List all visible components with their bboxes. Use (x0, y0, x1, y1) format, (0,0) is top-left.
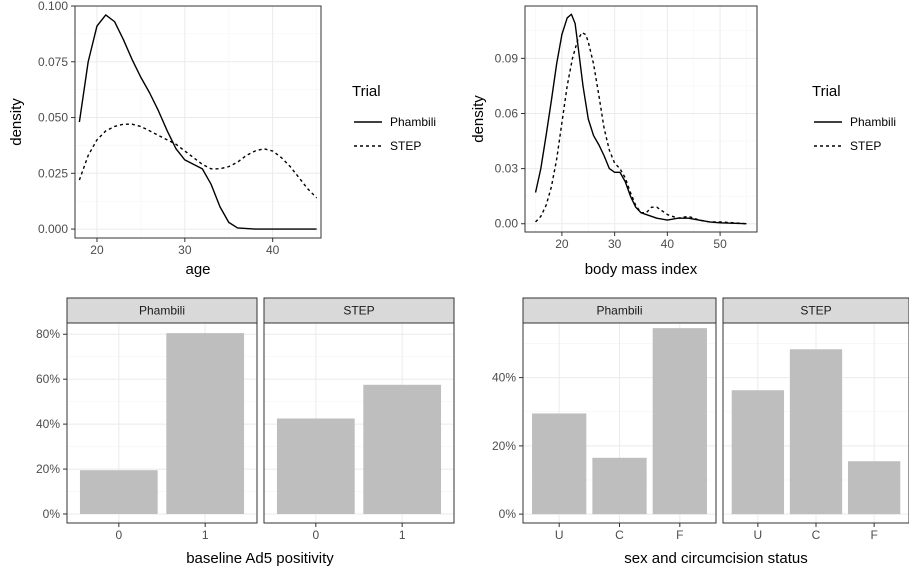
y-tick-label: 0.00 (495, 217, 519, 231)
x-tick-label: U (754, 528, 763, 542)
bar-step-c (789, 349, 843, 515)
x-axis-title: body mass index (585, 261, 698, 278)
x-tick-label: 0 (115, 528, 122, 542)
y-tick-label: 0% (43, 507, 61, 521)
facet-phambili: Phambili U C F 0% 20% 40% (492, 297, 717, 542)
y-tick-label: 40% (36, 417, 60, 431)
legend-label-phambili: Phambili (390, 115, 436, 129)
ad5-positivity-chart: Phambili 0 1 0% 20% 40% 60% 80% STEP 0 1 baseline A… (36, 297, 455, 567)
y-tick-label: 80% (36, 327, 60, 341)
facet-strip (66, 297, 258, 324)
legend: Trial Phambili STEP (812, 83, 896, 153)
bar-phambili-u (532, 413, 587, 515)
panel-border (263, 322, 455, 524)
legend: Trial Phambili STEP (352, 83, 436, 153)
panel-border (74, 5, 322, 239)
y-tick-label: 0% (499, 507, 517, 521)
x-tick-label: C (615, 528, 624, 542)
bar-phambili-1 (166, 333, 245, 515)
x-tick-label: 30 (178, 243, 192, 257)
x-tick-label: 40 (661, 237, 675, 251)
y-tick-label: 0.025 (38, 166, 68, 180)
legend-title: Trial (352, 83, 381, 100)
x-tick-label: 20 (90, 243, 104, 257)
x-tick-label: 20 (555, 237, 569, 251)
bar-phambili-c (592, 457, 647, 515)
bar-step-1 (363, 384, 442, 515)
bar-phambili-0 (79, 470, 158, 515)
y-tick-label: 0.075 (38, 55, 68, 69)
legend-label-step: STEP (390, 139, 421, 153)
y-tick-label: 0.100 (38, 0, 68, 13)
bar-step-u (731, 390, 785, 515)
y-tick-label: 20% (36, 462, 60, 476)
bar-step-0 (276, 418, 355, 515)
y-tick-label: 0.000 (38, 222, 68, 236)
bar-phambili-f (652, 328, 707, 515)
x-tick-label: F (676, 528, 683, 542)
age-density-chart: 20 30 40 0.000 0.025 0.050 0.075 0.100 age densit… (8, 0, 436, 278)
facet-strip-label: STEP (800, 304, 831, 318)
x-tick-label: 1 (202, 528, 209, 542)
density-line-step (78, 123, 318, 199)
panel-border (524, 5, 758, 233)
x-tick-label: 50 (713, 237, 727, 251)
bar-step-f (847, 461, 901, 515)
legend-label-step: STEP (850, 139, 881, 153)
y-tick-label: 0.06 (495, 106, 519, 120)
x-axis-title: sex and circumcision status (624, 550, 807, 567)
y-tick-label: 40% (492, 371, 516, 385)
x-tick-label: F (870, 528, 877, 542)
facet-strip (522, 297, 717, 324)
x-tick-label: 0 (312, 528, 319, 542)
y-tick-label: 0.09 (495, 51, 519, 65)
legend-title: Trial (812, 83, 841, 100)
density-line-step (535, 31, 747, 225)
legend-label-phambili: Phambili (850, 115, 896, 129)
x-tick-label: C (812, 528, 821, 542)
y-axis-title: density (8, 98, 25, 146)
y-tick-label: 0.03 (495, 162, 519, 176)
x-tick-label: 40 (266, 243, 280, 257)
facet-phambili: Phambili 0 1 0% 20% 40% 60% 80% (36, 297, 258, 542)
bmi-density-chart: 20 30 40 50 0.00 0.03 0.06 0.09 body mass index d… (470, 5, 896, 278)
panel-border (66, 322, 258, 524)
y-tick-label: 60% (36, 372, 60, 386)
x-axis-title: age (185, 261, 210, 278)
facet-strip (263, 297, 455, 324)
facet-step: STEP 0 1 (263, 297, 455, 542)
x-tick-label: U (555, 528, 564, 542)
y-tick-label: 20% (492, 439, 516, 453)
density-line-phambili (78, 14, 317, 230)
x-axis-title: baseline Ad5 positivity (186, 550, 334, 567)
y-axis-title: density (470, 95, 487, 143)
facet-strip-label: STEP (343, 304, 374, 318)
facet-strip-label: Phambili (596, 304, 642, 318)
x-tick-label: 1 (399, 528, 406, 542)
facet-step: STEP U C F (722, 297, 909, 542)
x-tick-label: 30 (608, 237, 622, 251)
y-tick-label: 0.050 (38, 111, 68, 125)
facet-strip-label: Phambili (139, 304, 185, 318)
